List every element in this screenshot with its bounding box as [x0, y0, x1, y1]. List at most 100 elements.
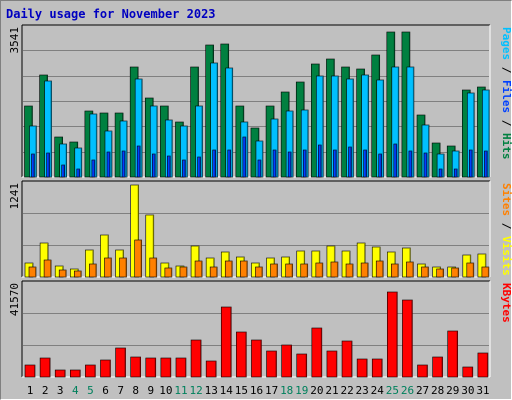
- kbytes-bar: [311, 327, 323, 378]
- kbytes-bar: [266, 350, 277, 378]
- sites-bar: [134, 239, 142, 278]
- kbytes-bar: [145, 357, 157, 378]
- sites-bar: [104, 257, 112, 278]
- x-tick-label: 13: [205, 384, 218, 397]
- sites-bar: [466, 262, 475, 278]
- sites-bar: [315, 262, 324, 278]
- x-tick-label: 15: [235, 384, 248, 397]
- sites-bar: [73, 270, 82, 278]
- x-tick-label: 16: [250, 384, 263, 397]
- kbytes-bar: [160, 357, 172, 378]
- x-tick-label: 28: [431, 384, 444, 397]
- kbytes-bar: [220, 306, 232, 378]
- x-tick-label: 6: [102, 384, 109, 397]
- x-tick-label: 9: [148, 384, 155, 397]
- x-tick-label: 2: [42, 384, 49, 397]
- sites-bar: [149, 257, 158, 278]
- sites-bar: [421, 266, 429, 278]
- legend-separator: /: [500, 113, 512, 133]
- kbytes-bar: [326, 350, 338, 378]
- x-tick-label: 7: [117, 384, 124, 397]
- x-tick-label: 3: [57, 384, 64, 397]
- sites-bar: [240, 260, 248, 278]
- kbytes-bar: [417, 364, 428, 378]
- sites-bar: [391, 263, 399, 278]
- sites-bar: [330, 261, 339, 278]
- legend-separator: /: [500, 216, 512, 236]
- x-tick-label: 8: [132, 384, 139, 397]
- legend-label: KBytes: [500, 283, 512, 323]
- sites-bar: [89, 263, 97, 278]
- sites-bar: [28, 266, 37, 278]
- kbytes-bar: [341, 340, 353, 378]
- sites-bar: [481, 266, 490, 278]
- x-tick-label: 23: [356, 384, 369, 397]
- legend-entry-sites: Sites: [500, 183, 512, 216]
- kbytes-bar: [432, 356, 443, 378]
- legend-entry-visits: Visits: [500, 236, 512, 276]
- x-tick-label: 14: [220, 384, 234, 397]
- kbytes-bar: [462, 366, 474, 378]
- x-tick-label: 26: [401, 384, 414, 397]
- kbytes-bar: [477, 352, 489, 378]
- sites-bar: [436, 268, 444, 278]
- kbytes-bar: [85, 364, 96, 378]
- sites-bar: [194, 260, 203, 278]
- page-title: Daily usage for November 2023: [6, 7, 216, 21]
- sites-bar: [119, 257, 127, 278]
- legend-separator: /: [500, 60, 512, 80]
- kbytes-bar: [69, 369, 81, 378]
- x-tick-label: 11: [174, 384, 187, 397]
- kbytes-bar: [175, 357, 187, 378]
- x-tick-label: 17: [265, 384, 278, 397]
- kbytes-bar: [296, 353, 308, 378]
- sites-bar: [375, 260, 384, 278]
- sites-bar: [451, 267, 460, 278]
- kbytes-bar: [130, 356, 141, 378]
- kbytes-bar: [24, 364, 36, 378]
- sites-bar: [285, 263, 293, 278]
- legend-entry-files: Files: [500, 80, 512, 113]
- y-axis-max-label: 41570: [8, 283, 21, 316]
- kbytes-bar: [251, 339, 262, 378]
- kbytes-bar: [205, 360, 217, 378]
- sites-bar: [345, 263, 354, 278]
- x-tick-label: 29: [446, 384, 459, 397]
- x-tick-label: 20: [310, 384, 323, 397]
- kbytes-bar: [54, 369, 66, 378]
- legend-entry-kbytes: KBytes: [500, 283, 512, 323]
- y-axis-max-label: 3541: [8, 27, 21, 54]
- x-tick-label: 1: [27, 384, 34, 397]
- kbytes-bar: [356, 358, 368, 378]
- kbytes-bar: [115, 347, 126, 378]
- legend-label: Pages / Files / Hits: [500, 27, 512, 160]
- x-tick-label: 22: [340, 384, 353, 397]
- sites-bar: [255, 266, 263, 278]
- sites-bar: [270, 263, 278, 278]
- sites-bar: [58, 269, 67, 278]
- x-tick-label: 25: [386, 384, 399, 397]
- legend-entry-hits: Hits: [500, 133, 512, 160]
- kbytes-bar: [100, 359, 111, 378]
- x-tick-label: 31: [476, 384, 489, 397]
- sites-bar: [360, 262, 369, 278]
- x-tick-label: 5: [87, 384, 94, 397]
- x-tick-label: 4: [72, 384, 79, 397]
- legend-entry-pages: Pages: [500, 27, 512, 60]
- sites-bar: [224, 260, 233, 278]
- sites-bar: [209, 266, 218, 278]
- kbytes-bar: [447, 330, 459, 378]
- sites-bar: [179, 266, 188, 278]
- sites-bar: [43, 259, 52, 278]
- x-tick-label: 18: [280, 384, 293, 397]
- kbytes-bar: [236, 331, 247, 378]
- sites-bar: [406, 261, 414, 278]
- kbytes-bar: [371, 358, 383, 378]
- kbytes-bar: [190, 339, 202, 378]
- x-tick-label: 30: [461, 384, 474, 397]
- legend-label: Sites / Visits: [500, 183, 512, 276]
- kbytes-bar: [281, 344, 292, 378]
- sites-bar: [164, 267, 173, 278]
- x-tick-label: 27: [416, 384, 429, 397]
